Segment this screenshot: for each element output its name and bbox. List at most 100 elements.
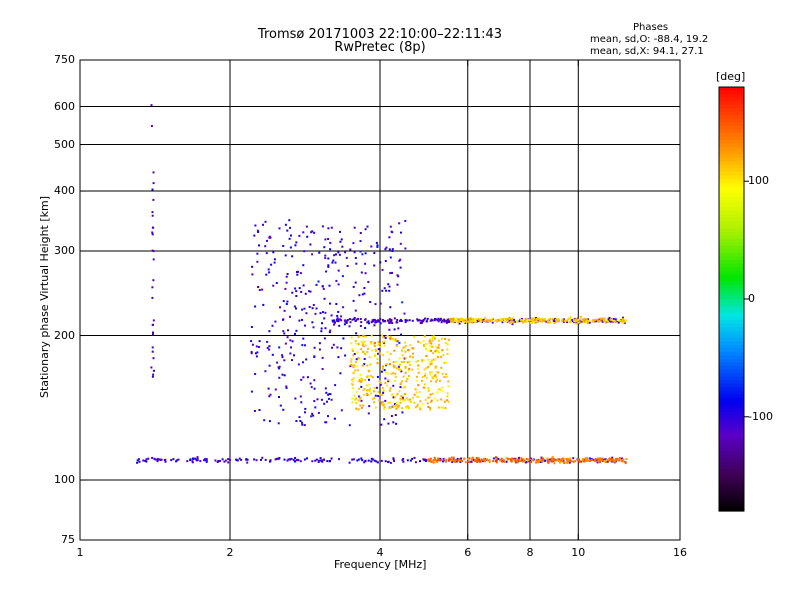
colorbar-segment — [719, 203, 744, 208]
data-point — [382, 365, 384, 368]
data-point — [383, 344, 386, 347]
data-point — [278, 365, 281, 368]
data-point — [368, 405, 371, 408]
data-point — [195, 459, 198, 462]
data-point — [286, 459, 289, 462]
colorbar-segment — [719, 277, 744, 282]
data-point — [408, 367, 411, 370]
colorbar-segment — [719, 253, 744, 258]
data-point — [374, 353, 377, 356]
data-point — [384, 337, 387, 339]
data-point — [379, 381, 382, 384]
data-point — [346, 265, 349, 267]
data-point — [136, 461, 139, 464]
data-point — [268, 420, 271, 423]
data-point — [383, 418, 386, 421]
data-point — [290, 457, 293, 460]
data-point — [285, 386, 288, 389]
data-point — [491, 317, 494, 320]
data-point — [574, 460, 577, 463]
data-point — [546, 319, 549, 322]
data-point — [612, 319, 615, 322]
data-point — [516, 461, 519, 464]
data-point — [441, 319, 444, 322]
data-point — [289, 339, 292, 342]
y-tick-label: 200 — [54, 328, 75, 342]
data-point — [170, 459, 173, 462]
colorbar-segment — [719, 161, 744, 166]
data-point — [406, 361, 409, 364]
data-point — [439, 388, 442, 391]
data-point — [138, 460, 141, 463]
colorbar-segment — [719, 486, 744, 491]
data-point — [420, 321, 423, 324]
colorbar-segment — [719, 207, 744, 212]
data-point — [152, 373, 155, 376]
data-point — [394, 396, 397, 399]
data-point — [268, 364, 271, 367]
data-point — [273, 261, 276, 264]
data-point — [340, 238, 343, 241]
data-point — [415, 391, 418, 394]
data-point — [360, 348, 363, 351]
data-point — [434, 350, 437, 353]
data-point — [284, 254, 287, 257]
data-point — [425, 367, 428, 370]
data-point — [177, 458, 180, 461]
data-point — [361, 459, 364, 462]
data-point — [293, 305, 296, 308]
data-point — [376, 320, 379, 323]
data-point — [262, 303, 265, 306]
data-point — [164, 460, 167, 463]
data-point — [388, 407, 391, 410]
data-point — [389, 406, 392, 409]
data-point — [617, 458, 620, 461]
data-point — [514, 457, 517, 460]
data-point — [359, 240, 362, 243]
data-point — [467, 458, 470, 460]
data-point — [380, 423, 383, 426]
data-point — [472, 318, 475, 321]
colorbar-segment — [719, 313, 744, 318]
data-point — [352, 242, 355, 245]
data-point — [414, 461, 417, 464]
data-point — [625, 319, 628, 322]
data-point — [399, 258, 402, 261]
data-point — [425, 354, 428, 357]
data-point — [431, 362, 434, 365]
data-point — [536, 321, 539, 323]
data-point — [311, 253, 314, 256]
data-point — [446, 395, 449, 398]
data-point — [479, 318, 482, 321]
colorbar-segment — [719, 97, 744, 102]
colorbar-segment — [719, 422, 744, 427]
data-point — [300, 290, 303, 293]
data-point — [224, 459, 227, 462]
data-point — [492, 457, 495, 460]
data-point — [354, 281, 357, 284]
data-point — [299, 460, 302, 463]
data-point — [339, 372, 342, 375]
data-point — [340, 347, 343, 350]
data-point — [404, 319, 407, 322]
data-point — [245, 458, 248, 461]
data-point — [285, 275, 288, 278]
data-point — [501, 319, 504, 322]
data-point — [395, 422, 398, 425]
data-point — [292, 458, 295, 461]
data-point — [258, 244, 260, 247]
data-point — [334, 261, 337, 264]
data-point — [423, 383, 426, 386]
data-point — [477, 460, 480, 463]
data-point — [356, 459, 359, 462]
data-point — [389, 387, 392, 390]
data-point — [278, 346, 281, 349]
data-point — [272, 284, 275, 287]
data-point — [270, 263, 273, 266]
data-point — [541, 457, 544, 460]
y-tick-label: 75 — [61, 533, 75, 546]
data-point — [404, 371, 407, 374]
data-point — [429, 363, 432, 366]
data-point — [448, 321, 451, 323]
data-point — [348, 325, 351, 328]
